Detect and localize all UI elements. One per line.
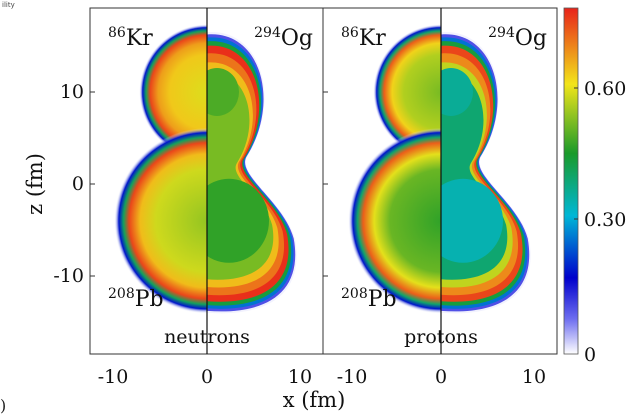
x-tick-label-neutrons-minus10: -10 xyxy=(98,366,129,388)
nucleus-label-kr: 86Kr xyxy=(341,25,386,51)
nucleus-label-og: 294Og xyxy=(488,25,547,51)
target-nucleus-blob xyxy=(114,128,207,314)
y-axis-label: z (fm) xyxy=(23,153,47,215)
left-half-density xyxy=(348,24,441,314)
upper-lobe-core xyxy=(441,68,473,116)
lower-lobe-core xyxy=(207,178,269,263)
x-tick-label-protons-minus10: -10 xyxy=(337,366,368,388)
nucleus-label-pb: 208Pb xyxy=(341,286,397,312)
right-half-density xyxy=(441,31,531,314)
y-tick-label-10: 10 xyxy=(60,81,84,103)
upper-lobe-core xyxy=(207,68,239,116)
x-tick-label-neutrons-10: 10 xyxy=(288,366,312,388)
left-half-density xyxy=(114,24,207,314)
projectile-nucleus-blob xyxy=(139,24,207,160)
nucleus-label-kr: 86Kr xyxy=(108,25,153,51)
x-tick-label-protons-0: 0 xyxy=(435,366,447,388)
x-axis-label: x (fm) xyxy=(283,388,346,412)
panel-neutrons: neutrons 86Kr 294Og 208Pb xyxy=(89,7,324,355)
y-tick-label-0: 0 xyxy=(72,173,84,195)
right-half-density xyxy=(207,31,297,314)
projectile-nucleus-blob xyxy=(373,24,441,160)
panel-label: neutrons xyxy=(164,326,250,348)
colorbar-tick-label-0: 0 xyxy=(584,344,596,366)
target-nucleus-blob xyxy=(348,128,441,314)
x-axis: -10 0 10 -10 0 10 x (fm) xyxy=(98,366,546,412)
lower-lobe-core xyxy=(441,178,503,263)
panel-frame xyxy=(322,7,558,355)
corner-fragment-top: ility xyxy=(2,1,15,9)
panel-protons: protons 86Kr 294Og 208Pb xyxy=(322,7,558,355)
y-tick-label-minus10: -10 xyxy=(53,265,84,287)
panel-label: protons xyxy=(404,326,478,348)
colorbar-tick-label-060: 0.60 xyxy=(584,78,626,100)
x-tick-label-protons-10: 10 xyxy=(522,366,546,388)
colorbar: 0.60 0.30 0 xyxy=(563,7,626,366)
y-axis: z (fm) 10 0 -10 xyxy=(23,81,84,287)
nucleus-label-pb: 208Pb xyxy=(108,286,164,312)
nucleus-label-og: 294Og xyxy=(254,25,313,51)
x-tick-label-neutrons-0: 0 xyxy=(201,366,213,388)
corner-fragment-bottom: ) xyxy=(0,396,7,415)
colorbar-bar xyxy=(563,7,579,355)
colorbar-tick-label-030: 0.30 xyxy=(584,209,626,231)
